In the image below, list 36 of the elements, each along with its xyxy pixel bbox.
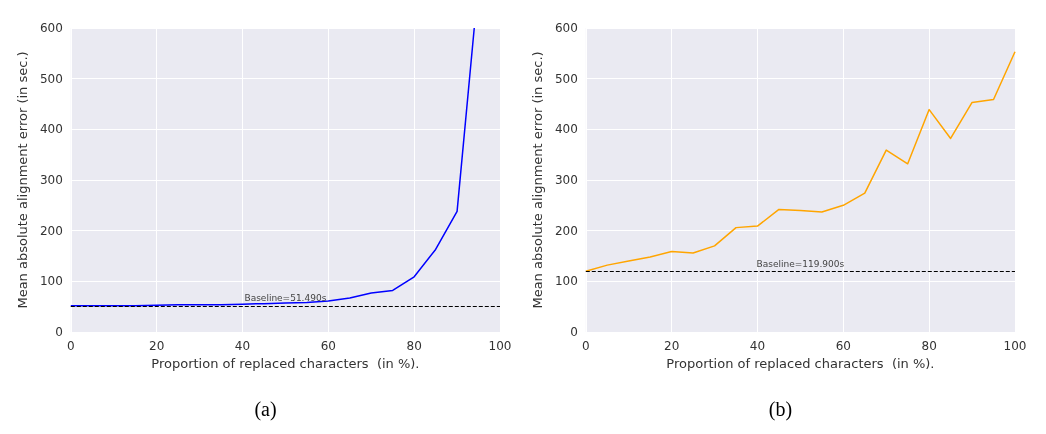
y-tick-label: 500 xyxy=(39,71,63,86)
y-tick-label: 0 xyxy=(55,325,63,339)
y-tick-label: 500 xyxy=(554,71,578,86)
x-tick-label: 20 xyxy=(664,339,680,353)
x-tick-label: 80 xyxy=(406,339,422,353)
x-tick-label: 0 xyxy=(66,339,75,353)
x-tick-label: 0 xyxy=(581,339,590,353)
x-tick-label: 80 xyxy=(921,339,937,353)
x-tick-label: 60 xyxy=(320,339,336,353)
ref-line-label: Baseline=119.900s xyxy=(756,258,845,269)
x-tick-label: 100 xyxy=(1003,339,1027,353)
y-tick-label: 600 xyxy=(554,21,578,35)
x-axis-title: Proportion of replaced characters (in %). xyxy=(666,355,935,371)
y-tick-label: 200 xyxy=(39,223,63,238)
y-tick-label: 0 xyxy=(570,325,578,339)
y-tick-label: 400 xyxy=(554,122,578,137)
y-axis-title: Mean absolute alignment error (in sec.) xyxy=(530,51,545,309)
y-tick-label: 400 xyxy=(39,122,63,137)
x-tick-label: 60 xyxy=(835,339,851,353)
y-axis-title: Mean absolute alignment error (in sec.) xyxy=(15,51,30,309)
y-tick-label: 300 xyxy=(554,173,578,187)
ref-line-label: Baseline=51.490s xyxy=(244,293,327,304)
text: (b) xyxy=(768,398,793,421)
x-tick-label: 20 xyxy=(149,339,165,353)
y-tick-label: 300 xyxy=(39,173,63,187)
line-series xyxy=(70,27,475,307)
y-tick-label: 100 xyxy=(554,274,578,289)
y-tick-label: 600 xyxy=(39,21,63,35)
line-series xyxy=(585,51,1016,272)
x-tick-label: 40 xyxy=(234,339,251,353)
y-tick-label: 100 xyxy=(39,274,63,289)
y-tick-label: 200 xyxy=(554,223,578,238)
x-tick-label: 100 xyxy=(488,339,512,353)
text: (a) xyxy=(254,398,277,421)
x-tick-label: 40 xyxy=(749,339,766,353)
x-axis-title: Proportion of replaced characters (in %). xyxy=(151,355,420,371)
